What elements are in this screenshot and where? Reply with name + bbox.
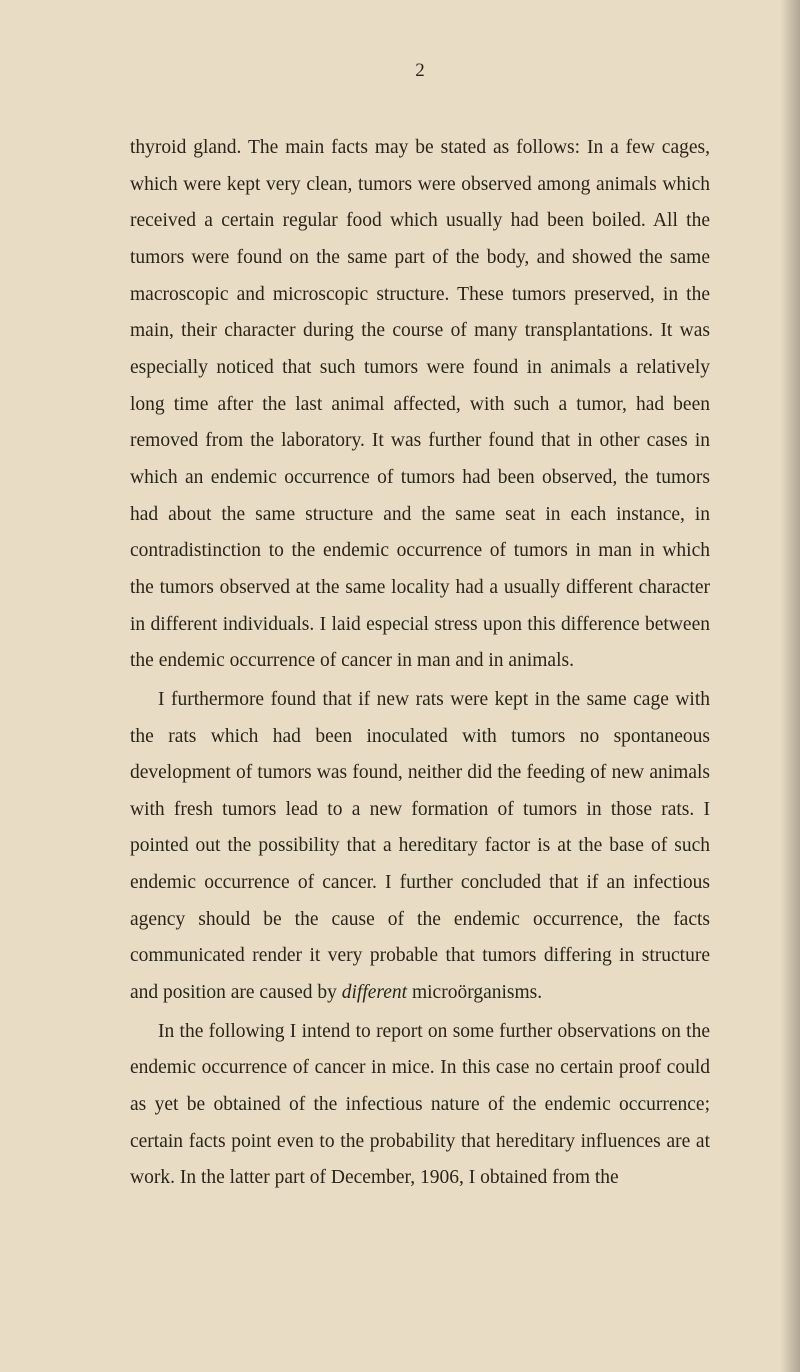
paragraph-2-pre: I furthermore found that if new rats wer… (130, 689, 710, 1003)
paragraph-3: In the following I intend to report on s… (130, 1014, 710, 1197)
page-number: 2 (130, 60, 710, 82)
paragraph-1: thyroid gland. The main facts may be sta… (130, 130, 710, 680)
paragraph-2-post: microörganisms. (407, 982, 542, 1003)
document-page: 2 thyroid gland. The main facts may be s… (0, 0, 800, 1372)
paragraph-2-italic: different (342, 982, 407, 1003)
page-shadow (780, 0, 800, 1372)
paragraph-2: I furthermore found that if new rats wer… (130, 682, 710, 1012)
